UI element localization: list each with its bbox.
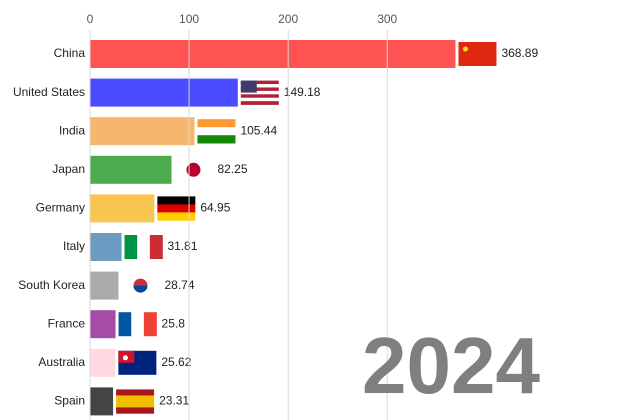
flag-stripe: [240, 84, 279, 88]
flag: [240, 80, 279, 105]
value-label: 82.25: [217, 162, 247, 176]
flag-stripe: [240, 90, 279, 95]
flag: [121, 273, 160, 298]
flag-stripe: [131, 312, 145, 337]
flag: [118, 312, 157, 337]
flag-stripe: [116, 395, 155, 402]
flag-star: [122, 355, 128, 361]
y-tick-label: Italy: [63, 239, 85, 253]
flag-stripe: [240, 97, 279, 102]
bars: China 368.89 United States 149.18 India 105.4…: [13, 40, 538, 416]
bar: [90, 194, 155, 223]
flag-stripe: [240, 94, 279, 99]
bar: [90, 310, 116, 339]
flag-canton: [240, 80, 257, 93]
y-tick-label: South Korea: [18, 278, 85, 292]
flag-stripe: [240, 87, 279, 92]
bar: [90, 348, 116, 377]
value-label: 149.18: [284, 85, 321, 99]
value-label: 31.81: [168, 239, 198, 253]
y-tick-label: India: [59, 123, 85, 137]
flag: [118, 350, 157, 375]
flag-stripe: [197, 135, 236, 144]
bar: [90, 78, 238, 107]
value-label: 23.31: [159, 394, 189, 408]
bar: [90, 155, 172, 184]
bar: [90, 233, 122, 261]
value-label: 28.74: [164, 278, 194, 292]
value-label: 64.95: [200, 201, 230, 215]
bar: [90, 40, 456, 68]
bar: [90, 271, 119, 300]
year-label: 2024: [362, 321, 540, 410]
flag-stripe: [143, 312, 157, 337]
y-tick-label: Germany: [36, 201, 85, 215]
grid: 0 100 200 300: [87, 12, 398, 420]
flag-stripe: [118, 312, 132, 337]
flag-stripe: [197, 127, 236, 136]
y-tick-label: China: [54, 46, 86, 60]
y-tick-label: Australia: [38, 355, 85, 369]
flag: [116, 389, 155, 414]
flag-stripe: [116, 389, 155, 396]
flag-stripe: [240, 80, 279, 85]
flag: [174, 157, 213, 182]
y-tick-label: Spain: [54, 394, 85, 408]
flag: [458, 42, 497, 66]
flag-stripe: [157, 204, 196, 213]
flag-dot: [133, 285, 148, 293]
x-tick-label: 200: [278, 12, 298, 26]
value-label: 25.62: [161, 355, 191, 369]
y-tick-label: United States: [13, 85, 85, 99]
flag-bg: [458, 42, 497, 66]
x-tick-label: 300: [377, 12, 397, 26]
flag-stripe: [124, 235, 138, 259]
value-label: 25.8: [162, 316, 186, 330]
bar: [90, 117, 195, 146]
y-tick-label: France: [48, 316, 86, 330]
flag-star: [462, 46, 468, 52]
flag-stripe: [240, 101, 279, 105]
flag: [124, 235, 163, 259]
value-label: 105.44: [240, 123, 277, 137]
flag-stripe: [157, 196, 196, 205]
flag-stripe: [197, 119, 236, 128]
flag: [157, 196, 196, 221]
flag-stripe: [116, 407, 155, 414]
value-label: 368.89: [501, 46, 538, 60]
flag-stripe: [157, 212, 196, 221]
y-tick-label: Japan: [52, 162, 85, 176]
flag-dot: [186, 162, 201, 177]
x-tick-label: 100: [179, 12, 199, 26]
bar: [90, 387, 114, 416]
flag-stripe: [116, 401, 155, 408]
flag: [197, 119, 236, 144]
x-tick-label: 0: [87, 12, 94, 26]
flag-stripe: [149, 235, 163, 259]
flag-stripe: [137, 235, 151, 259]
